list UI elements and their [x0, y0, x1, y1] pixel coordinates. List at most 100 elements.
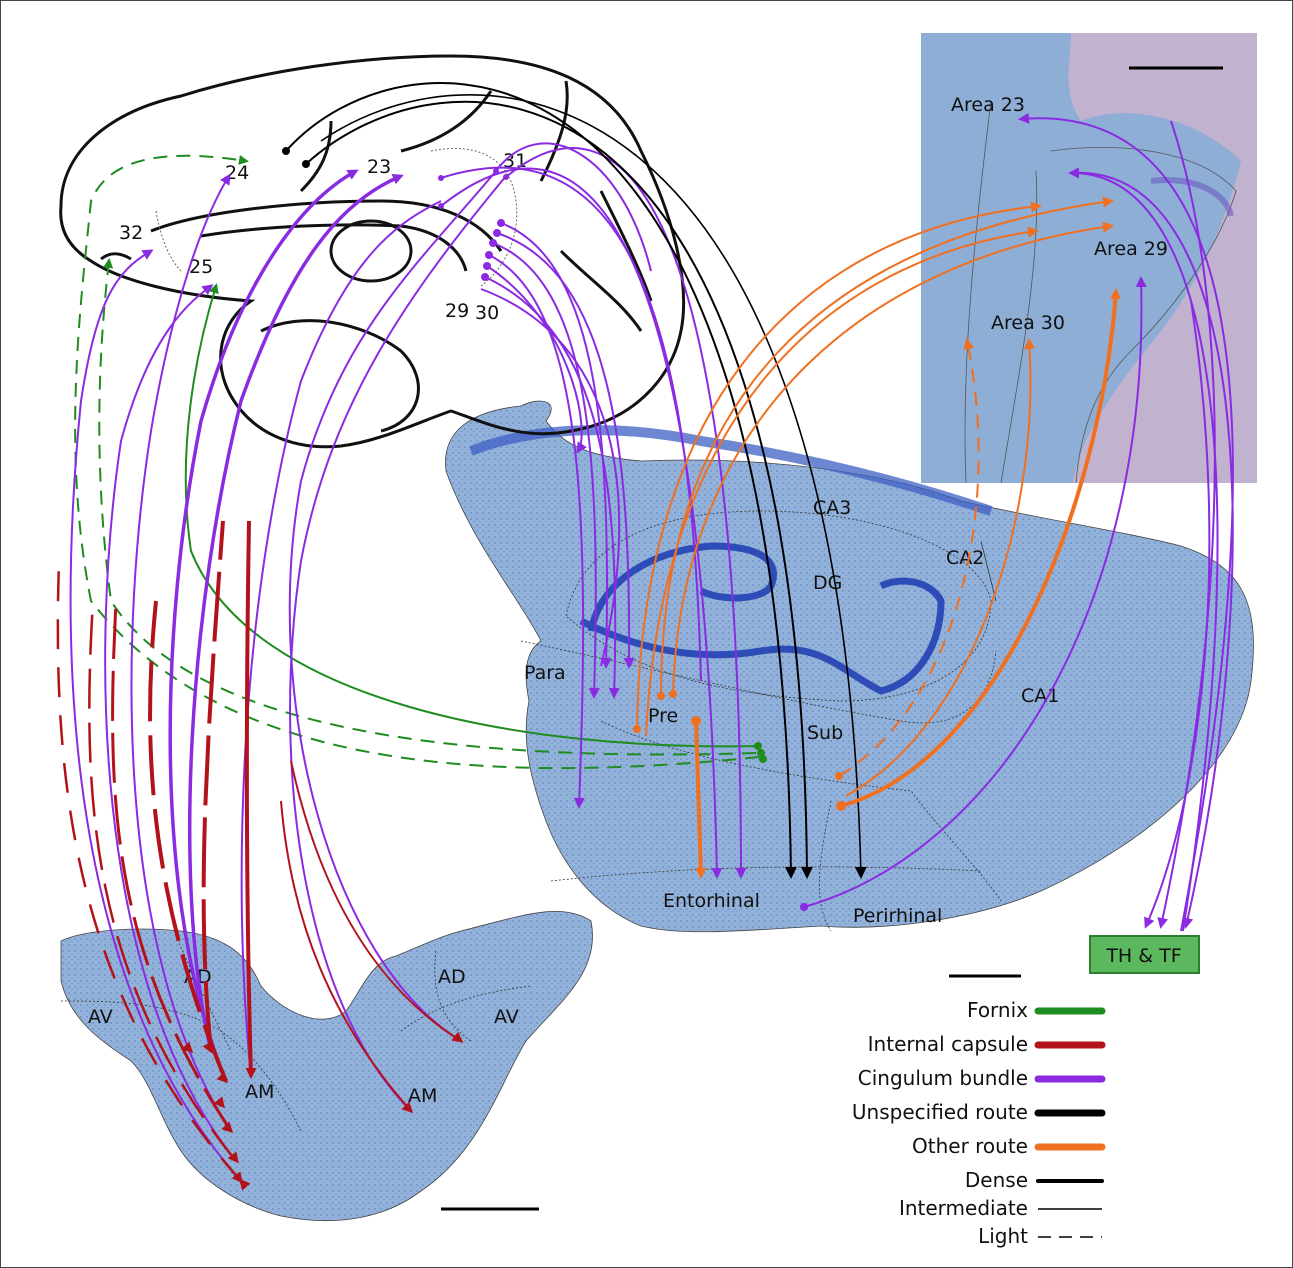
hippocampus-tissue	[445, 400, 1254, 933]
cingulum-area30-to-thtf	[1144, 300, 1211, 929]
sulcus-6	[100, 252, 132, 261]
capsule-arrow-9	[181, 1041, 194, 1054]
origin-dot-2	[493, 229, 501, 237]
entorhinal-origin-dot	[800, 903, 808, 911]
label-ca1: CA1	[1021, 685, 1059, 707]
dg-upper-blade	[587, 542, 777, 632]
cingulum-to-para-2	[496, 232, 635, 669]
unspecified-pathways	[282, 82, 867, 879]
capsule-am-seg-6	[244, 520, 253, 1077]
unspecified-24-to-entorhinal-2	[305, 100, 813, 879]
legend-intermediate-label: Intermediate	[899, 1196, 1028, 1220]
capsule-arrow-8	[401, 1101, 414, 1114]
label-av-right: AV	[494, 1006, 519, 1028]
origin-dot-3	[489, 239, 497, 247]
other-para-to-area29a	[636, 201, 1042, 730]
other-para-to-area29b	[660, 196, 1114, 697]
other-para-to-area29c	[672, 221, 1114, 695]
other-origin-3	[669, 690, 677, 698]
thal-border-4	[400, 985, 532, 1032]
other-pre-to-entorhinal	[694, 720, 707, 879]
cingulum-29-to-entorhinal-1	[440, 167, 723, 879]
label-am-right: AM	[408, 1085, 437, 1107]
sulcus-1	[539, 80, 569, 182]
cingulum-to-para-5	[484, 276, 620, 699]
label-area-23: 23	[367, 156, 391, 178]
origin-dot-6	[481, 273, 489, 281]
origin-dot-5	[483, 262, 491, 270]
cingulum-area29-to-thtf	[1070, 171, 1234, 929]
label-area-30: 30	[475, 302, 499, 324]
cingulum-to-hippo-tip	[486, 265, 587, 454]
other-sub-to-area29	[840, 288, 1121, 808]
region-29-30-outline	[430, 147, 518, 287]
cingulum-extra	[480, 288, 621, 667]
retro-white-matter	[1068, 33, 1257, 483]
other-pathways	[633, 196, 1121, 879]
region-32-outline	[155, 210, 182, 272]
capsule-arrow-5	[202, 1041, 213, 1054]
retro-border-3	[964, 100, 992, 484]
label-retro-area-30: Area 30	[991, 312, 1065, 334]
legend-fornix-label: Fornix	[967, 998, 1028, 1022]
label-perirhinal: Perirhinal	[853, 905, 942, 927]
unspecified-24-to-entorhinal-1	[285, 82, 797, 879]
cingulum-to-para-3	[492, 242, 600, 699]
label-av-left: AV	[88, 1006, 113, 1028]
capsule-am-seg-3	[111, 600, 233, 1132]
cingulum-am-to-32	[69, 249, 242, 1182]
cingulum-am-to-23b	[188, 174, 404, 1052]
cingulum-am-to-23a	[168, 169, 359, 1082]
brain-dotted-regions	[155, 147, 518, 287]
unspecified-origin-1	[282, 147, 290, 155]
cingulum-thtf-to-area29	[1068, 167, 1219, 932]
unspecified-origin-2	[302, 160, 310, 168]
cingulum-to-para-4	[488, 254, 585, 809]
legend-unspecified-label: Unspecified route	[852, 1100, 1028, 1124]
capsule-am-seg-1	[56, 560, 251, 1191]
other-origin-4	[691, 716, 701, 726]
label-pre: Pre	[648, 705, 678, 727]
other-sub-to-area30-light	[838, 338, 980, 777]
label-entorhinal: Entorhinal	[663, 890, 760, 912]
capsule-arrow-7	[451, 1031, 464, 1043]
cingulum-31-to-entorhinal	[505, 147, 747, 879]
fornix-path-to-32	[98, 258, 757, 756]
cingulum-31-short	[495, 142, 652, 272]
cingulum-am-to-24	[130, 173, 232, 1132]
capsule-av-right	[290, 760, 462, 1042]
label-dg: DG	[813, 572, 842, 594]
legend-internal-capsule-label: Internal capsule	[868, 1032, 1028, 1056]
label-sub: Sub	[807, 722, 843, 744]
legend-other-label: Other route	[912, 1134, 1028, 1158]
other-origin-2	[657, 692, 665, 700]
fornix-path-to-24	[74, 154, 760, 770]
brain-outline	[59, 54, 686, 449]
capsule-am-right	[280, 800, 412, 1112]
retro-to-parahippocampal-pathways	[800, 112, 1234, 932]
sulcus-3	[400, 90, 493, 153]
cingulum-av-to-31	[288, 170, 497, 1042]
capsule-am-seg-5	[201, 520, 225, 1052]
other-origin-1	[633, 725, 641, 733]
subiculum-border	[600, 720, 1002, 902]
cingulum-entorhinal-to-area29	[803, 276, 1147, 908]
cingulum-am-to-29	[240, 200, 442, 1077]
fornix-origin-3	[759, 755, 767, 763]
other-sub-to-area30	[845, 338, 1036, 797]
label-am-left: AM	[245, 1081, 274, 1103]
other-origin-6	[835, 772, 843, 780]
capsule-arrow-1	[231, 1171, 243, 1184]
ento-boundary	[550, 866, 982, 882]
capsule-am-seg-2	[88, 600, 237, 1162]
label-ca3: CA3	[813, 497, 851, 519]
label-para: Para	[524, 662, 566, 684]
sulcus-2	[599, 190, 653, 302]
hippocampus-section	[445, 400, 1254, 978]
thal-border-3	[434, 950, 472, 1042]
label-area-29: 29	[445, 300, 469, 322]
hippocampal-fissure	[520, 640, 997, 724]
fornix-origin-1	[754, 742, 762, 750]
